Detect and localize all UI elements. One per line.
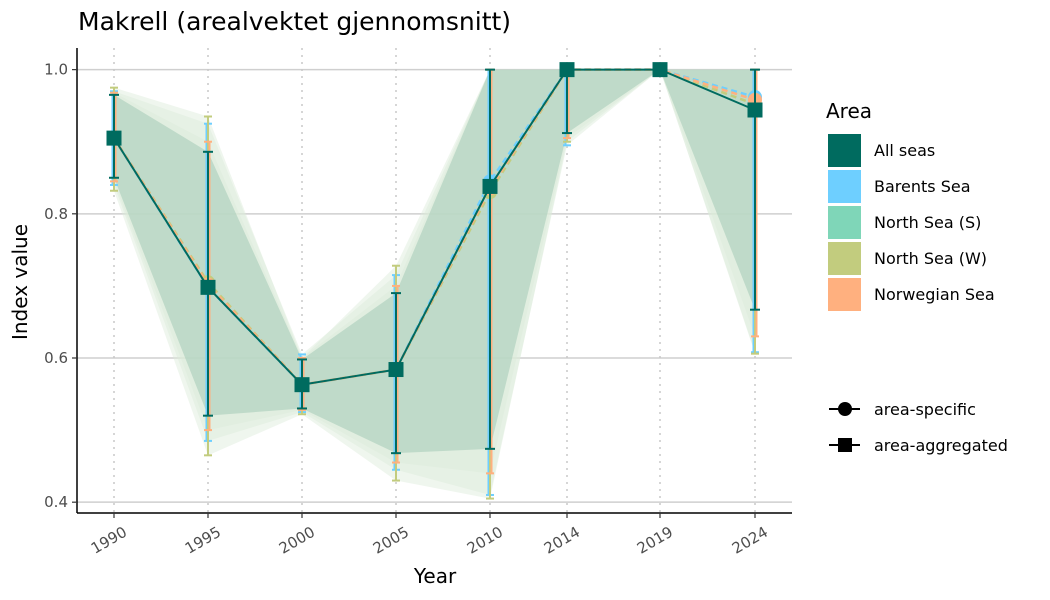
chart-title: Makrell (arealvektet gjennomsnitt) [78,7,511,36]
legend-circle-marker [838,402,852,416]
legend-label: area-aggregated [874,436,1008,455]
legend-swatch [828,242,861,275]
legend-label: Barents Sea [874,177,971,196]
x-tick-label: 1990 [88,523,130,558]
legend-label: North Sea (S) [874,213,981,232]
legend-label: North Sea (W) [874,249,987,268]
data-point-square [294,377,310,393]
data-point-square [559,62,575,78]
legend-swatch [828,170,861,203]
legend-label: All seas [874,141,935,160]
data-point-square [482,178,498,194]
y-tick-label: 1.0 [44,61,68,79]
y-tick-label: 0.6 [44,349,68,367]
legend-label: area-specific [874,400,976,419]
data-point-square [200,279,216,295]
series-line-all-seas [113,68,756,386]
data-point-square [747,102,763,118]
legend-square-marker [838,438,852,452]
x-tick-label: 2000 [276,523,318,558]
x-tick-label: 2010 [464,523,506,558]
data-point-square [388,362,404,378]
x-tick-label: 2005 [370,523,412,558]
legend-swatch [828,134,861,167]
data-point-square [652,62,668,78]
plot-area: 0.4 0.6 0.8 1.0 1990 1995 2000 2005 2010 2014 2019… [44,48,792,558]
data-point-square [106,130,122,146]
x-tick-label: 2019 [634,523,676,558]
legend-label: Norwegian Sea [874,285,995,304]
legend-swatch [828,206,861,239]
legend-swatch [828,278,861,311]
y-axis-title: Index value [8,224,32,340]
x-tick-label: 2024 [729,523,771,558]
x-tick-label: 1995 [182,523,224,558]
x-tick-label: 2014 [541,523,583,558]
x-axis-title: Year [413,564,457,588]
y-tick-label: 0.8 [44,205,68,223]
legend-title: Area [826,99,872,123]
y-tick-label: 0.4 [44,493,68,511]
